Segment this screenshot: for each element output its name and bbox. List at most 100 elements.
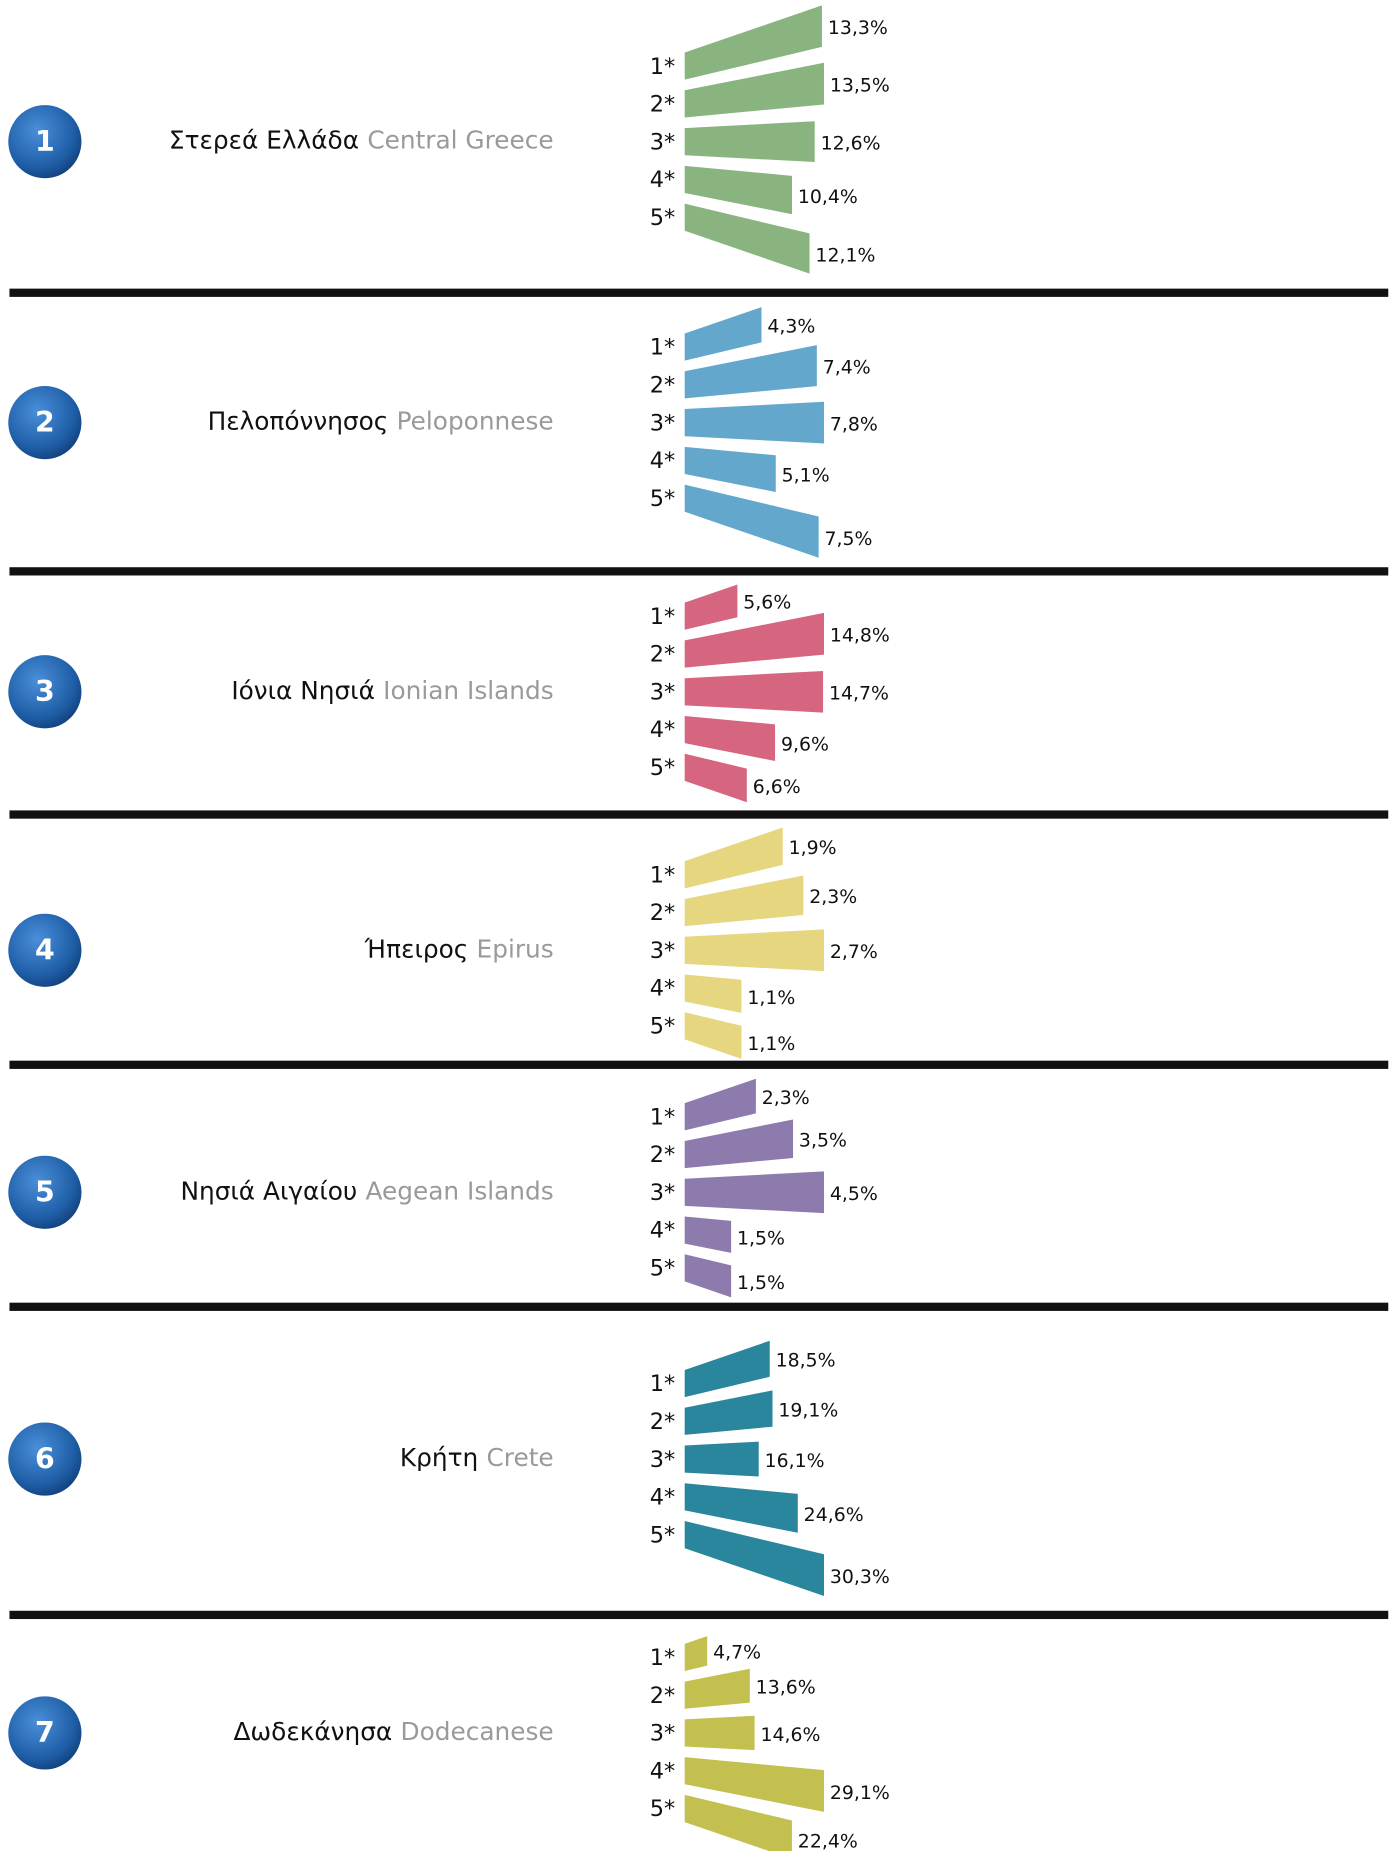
number-badge (8, 913, 82, 987)
value-label: 16,1% (765, 1450, 825, 1472)
value-label: 1,5% (737, 1228, 785, 1250)
fan-bar (684, 1794, 792, 1851)
title-english: Crete (487, 1443, 554, 1472)
title-greek: Κρήτη (400, 1443, 478, 1472)
value-label: 29,1% (830, 1782, 890, 1804)
category-label: 2* (650, 642, 675, 668)
region-number: 6 (35, 1442, 55, 1475)
category-label: 1* (650, 1645, 675, 1671)
category-label: 2* (650, 1409, 675, 1435)
category-label: 5* (650, 1256, 675, 1282)
separator (9, 1060, 1389, 1069)
number-badge (8, 1155, 82, 1229)
title-english: Dodecanese (401, 1717, 554, 1746)
value-label: 22,4% (798, 1831, 858, 1851)
fan-bar (684, 929, 824, 972)
number-badge (8, 386, 82, 460)
value-label: 7,8% (830, 413, 878, 435)
value-label: 19,1% (778, 1399, 838, 1421)
title-english: Ionian Islands (383, 676, 553, 705)
category-label: 2* (650, 1683, 675, 1709)
separator (9, 810, 1389, 819)
region-number: 3 (35, 675, 55, 708)
title-greek: Ιόνια Νησιά (231, 676, 375, 705)
fan-bar (684, 827, 783, 889)
separator (9, 1610, 1389, 1620)
category-label: 1* (650, 604, 675, 630)
region-title: Ήπειρος Epirus (364, 934, 554, 963)
category-label: 1* (650, 335, 675, 361)
category-label: 2* (650, 92, 675, 118)
fan-bar (684, 1636, 708, 1671)
value-label: 24,6% (804, 1504, 864, 1526)
category-label: 3* (650, 1447, 675, 1473)
fan-bar (684, 165, 793, 215)
category-label: 4* (650, 1218, 675, 1244)
value-label: 18,5% (776, 1350, 836, 1372)
title-greek: Ήπειρος (364, 934, 469, 963)
fan-bar (684, 1254, 732, 1298)
category-label: 4* (650, 1758, 675, 1784)
title-greek: Στερεά Ελλάδα (169, 126, 359, 155)
value-label: 12,1% (815, 244, 875, 266)
region-title: Δωδεκάνησα Dodecanese (233, 1717, 553, 1746)
fan-bar (684, 345, 817, 399)
fan-bar (684, 1390, 773, 1435)
fan-bar (684, 974, 742, 1013)
value-label: 2,3% (762, 1087, 810, 1109)
title-english: Epirus (477, 934, 554, 963)
region-title: Νησιά Αιγαίου Aegean Islands (180, 1176, 553, 1205)
region-number: 2 (35, 406, 55, 439)
category-label: 3* (650, 1721, 675, 1747)
title-greek: Πελοπόννησος (208, 407, 389, 436)
fan-bar (684, 1012, 742, 1059)
value-label: 30,3% (830, 1566, 890, 1588)
region-title: Ιόνια Νησιά Ionian Islands (231, 676, 553, 705)
fan-bar (684, 5, 822, 80)
category-label: 4* (650, 167, 675, 193)
number-badge (8, 1422, 82, 1496)
category-label: 1* (650, 862, 675, 888)
value-label: 1,5% (737, 1272, 785, 1294)
fan-bar (684, 1216, 732, 1253)
value-label: 7,5% (825, 528, 873, 550)
value-label: 14,8% (830, 625, 890, 647)
fan-bar (684, 1171, 824, 1214)
category-label: 5* (650, 486, 675, 512)
value-label: 1,9% (789, 837, 837, 859)
separator (9, 288, 1389, 297)
fan-bar (684, 446, 776, 492)
separator (9, 1302, 1389, 1311)
title-english: Aegean Islands (366, 1176, 554, 1205)
fan-bar (684, 1483, 798, 1533)
fan-bar (684, 875, 804, 927)
value-label: 14,7% (829, 683, 889, 705)
number-badge (8, 655, 82, 729)
fan-bar (684, 1078, 756, 1131)
category-label: 3* (650, 938, 675, 964)
fan-bar (684, 1340, 770, 1398)
number-badge (8, 105, 82, 179)
category-label: 1* (650, 1104, 675, 1130)
category-label: 5* (650, 205, 675, 231)
value-label: 1,1% (747, 1033, 795, 1055)
region-number: 7 (35, 1716, 55, 1749)
fan-bar (684, 1119, 794, 1169)
fan-bar (684, 62, 824, 118)
fan-bar (684, 121, 815, 163)
value-label: 13,6% (756, 1677, 816, 1699)
fan-bar (684, 584, 738, 630)
category-label: 2* (650, 900, 675, 926)
value-label: 5,1% (782, 464, 830, 486)
category-label: 5* (650, 755, 675, 781)
region-number: 5 (35, 1175, 55, 1208)
region-number: 4 (35, 933, 55, 966)
region-title: Στερεά Ελλάδα Central Greece (169, 126, 554, 155)
category-label: 4* (650, 717, 675, 743)
category-label: 3* (650, 129, 675, 155)
category-label: 1* (650, 1371, 675, 1397)
category-label: 3* (650, 1180, 675, 1206)
fan-bar (684, 401, 824, 444)
